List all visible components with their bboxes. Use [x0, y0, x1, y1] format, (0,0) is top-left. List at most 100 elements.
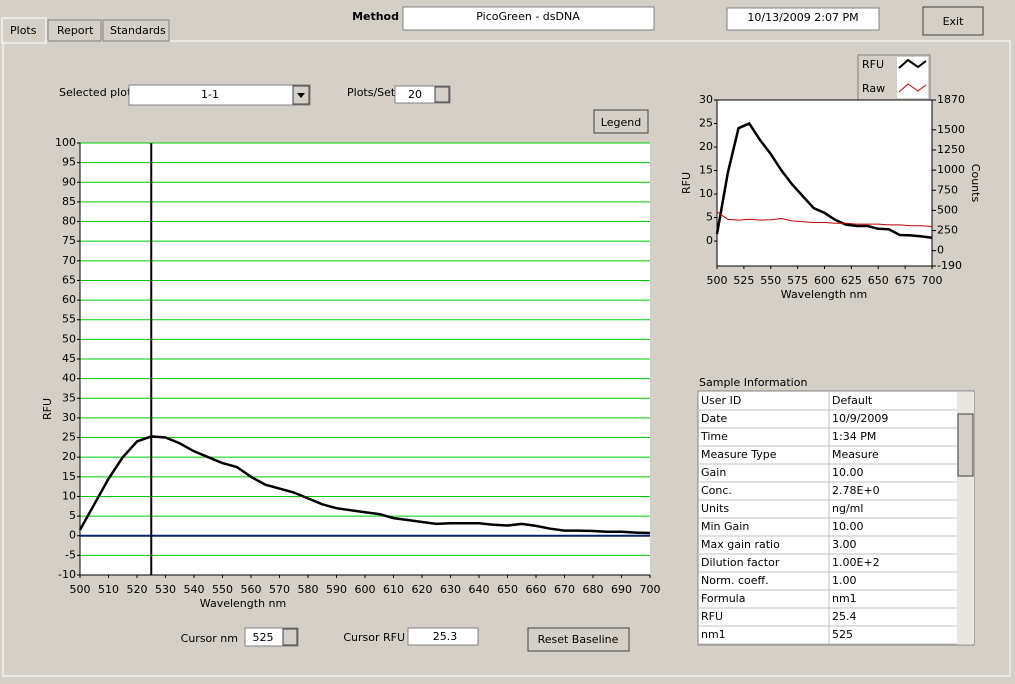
y-tick-label: 90	[62, 175, 76, 188]
y2-tick-label: 750	[937, 183, 958, 196]
scroll-thumb[interactable]	[957, 413, 974, 477]
legend-button-label[interactable]: Legend	[601, 116, 641, 129]
datetime-value: 10/13/2009 2:07 PM	[747, 11, 858, 24]
table-cell: Formula	[701, 592, 745, 605]
x-tick-label: 500	[707, 274, 728, 287]
selected-plot-value[interactable]: 1-1	[201, 88, 219, 101]
x-tick-label: 630	[440, 583, 461, 596]
x-tick-label: 590	[326, 583, 347, 596]
cursor-rfu-value: 25.3	[433, 630, 458, 643]
x-tick-label: 560	[241, 583, 262, 596]
plots-per-set-label: Plots/Set	[347, 86, 396, 99]
datetime-field	[726, 7, 880, 31]
y2-tick-label: 250	[937, 224, 958, 237]
x-tick-label: 510	[98, 583, 119, 596]
x-tick-label: 690	[611, 583, 632, 596]
x-tick-label: 625	[841, 274, 862, 287]
table-cell: nm1	[701, 628, 726, 641]
table-cell: 525	[832, 628, 853, 641]
reset-baseline-label[interactable]: Reset Baseline	[538, 633, 619, 646]
y-tick-label: 60	[62, 293, 76, 306]
y-tick-label: 55	[62, 313, 76, 326]
spin-button[interactable]	[434, 86, 450, 103]
table-cell: Conc.	[701, 484, 732, 497]
y-tick-label: 15	[699, 164, 713, 177]
table-cell: Time	[700, 430, 728, 443]
table-cell: Gain	[701, 466, 726, 479]
tab-active[interactable]	[1, 17, 47, 44]
y-tick-label: 70	[62, 254, 76, 267]
cursor-rfu-field	[407, 627, 479, 646]
table-cell: 3.00	[832, 538, 857, 551]
table-cell: Norm. coeff.	[701, 574, 769, 587]
x-tick-label: 650	[868, 274, 889, 287]
x-tick-label: 660	[526, 583, 547, 596]
selected-plot-combo[interactable]	[128, 84, 311, 106]
y2-tick-label: 1000	[937, 163, 965, 176]
x-tick-label: 650	[497, 583, 518, 596]
x-tick-label: 550	[212, 583, 233, 596]
legend-button[interactable]	[593, 109, 649, 134]
cursor-rfu-label: Cursor RFU	[343, 631, 405, 644]
y-tick-label: 20	[62, 450, 76, 463]
table-cell: Dilution factor	[701, 556, 780, 569]
x-tick-label: 525	[733, 274, 754, 287]
table-cell: 1.00	[832, 574, 857, 587]
y-tick-label: 95	[62, 156, 76, 169]
table-cell: ng/ml	[832, 502, 863, 515]
x-tick-label: 530	[155, 583, 176, 596]
table-cell: Units	[701, 502, 729, 515]
spin-button[interactable]	[282, 628, 298, 646]
y2-tick-label: 500	[937, 203, 958, 216]
tab-label[interactable]: Standards	[110, 24, 166, 37]
x-tick-label: 620	[412, 583, 433, 596]
legend-swatch	[898, 83, 927, 93]
legend-label: RFU	[862, 58, 884, 71]
tab[interactable]	[102, 19, 170, 42]
arrow-icon	[297, 93, 305, 98]
y-tick-label: -5	[65, 548, 76, 561]
x-tick-label: 600	[355, 583, 376, 596]
tab-label[interactable]: Report	[57, 24, 94, 37]
y-tick-label: 10	[62, 489, 76, 502]
y2-axis-title: Counts	[969, 164, 982, 203]
y-tick-label: 50	[62, 332, 76, 345]
x-tick-label: 540	[184, 583, 205, 596]
x-tick-label: 700	[640, 583, 661, 596]
exit-button[interactable]	[922, 6, 984, 36]
table-cell: 1:34 PM	[832, 430, 876, 443]
x-tick-label: 520	[127, 583, 148, 596]
x-axis-title: Wavelength nm	[200, 597, 286, 610]
cursor-nm-value[interactable]: 525	[253, 631, 274, 644]
x-tick-label: 640	[469, 583, 490, 596]
y-axis-title: RFU	[41, 398, 54, 420]
y-tick-label: 40	[62, 372, 76, 385]
x-tick-label: 610	[383, 583, 404, 596]
y-tick-label: 30	[699, 93, 713, 106]
table-cell: Measure Type	[701, 448, 777, 461]
x-axis-title: Wavelength nm	[781, 288, 867, 301]
method-value: PicoGreen - dsDNA	[476, 10, 580, 23]
y-tick-label: 5	[706, 211, 713, 224]
x-tick-label: 670	[554, 583, 575, 596]
table-cell: User ID	[701, 394, 741, 407]
x-tick-label: 575	[787, 274, 808, 287]
tab-label[interactable]: Plots	[10, 24, 37, 37]
y-tick-label: 0	[706, 234, 713, 247]
y-tick-label: 45	[62, 352, 76, 365]
table-cell: RFU	[701, 610, 723, 623]
exit-label[interactable]: Exit	[943, 15, 965, 28]
y-tick-label: 85	[62, 195, 76, 208]
y-tick-label: 100	[55, 136, 76, 149]
cursor-nm-label: Cursor nm	[181, 632, 238, 645]
y-tick-label: 80	[62, 215, 76, 228]
reset-baseline-button[interactable]	[527, 627, 630, 652]
table-cell: nm1	[832, 592, 857, 605]
table-cell: 25.4	[832, 610, 857, 623]
table-cell: 10/9/2009	[832, 412, 888, 425]
tab[interactable]	[47, 19, 102, 42]
sample-info-title: Sample Information	[699, 376, 807, 389]
plots-per-set-value[interactable]: 20	[408, 88, 422, 101]
y2-tick-label: 1250	[937, 143, 965, 156]
